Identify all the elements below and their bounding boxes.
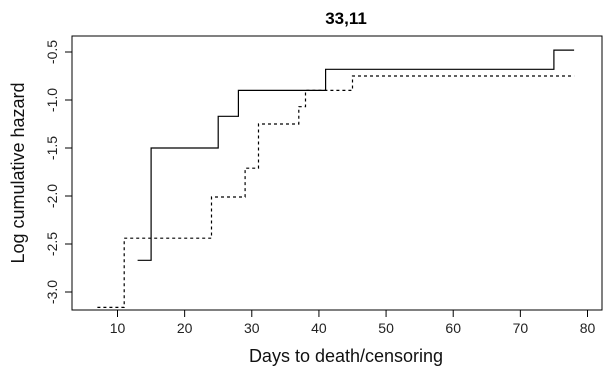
- dashed-step-line: [97, 75, 575, 308]
- series-layer: [97, 49, 575, 308]
- chart-title: 33,11: [325, 9, 367, 28]
- solid-step-line: [137, 49, 575, 261]
- x-tick-label: 60: [445, 320, 461, 336]
- x-tick-label: 40: [311, 320, 327, 336]
- x-tick-label: 80: [580, 320, 596, 336]
- x-tick-label: 70: [513, 320, 529, 336]
- y-axis-ticks: -3.0 -2.5 -2.0 -1.5 -1.0 -0.5: [44, 40, 72, 304]
- x-tick-label: 20: [177, 320, 193, 336]
- x-tick-label: 50: [378, 320, 394, 336]
- x-tick-label: 10: [110, 320, 126, 336]
- y-tick-label: -2.5: [44, 232, 60, 256]
- x-tick-label: 30: [244, 320, 260, 336]
- x-axis-title: Days to death/censoring: [249, 346, 443, 366]
- y-tick-label: -1.0: [44, 88, 60, 112]
- y-tick-label: -1.5: [44, 136, 60, 160]
- y-tick-label: -2.0: [44, 184, 60, 208]
- y-axis-title: Log cumulative hazard: [8, 82, 28, 263]
- y-tick-label: -3.0: [44, 280, 60, 304]
- x-axis-ticks: 10 20 30 40 50 60 70 80: [110, 310, 596, 336]
- y-tick-label: -0.5: [44, 40, 60, 64]
